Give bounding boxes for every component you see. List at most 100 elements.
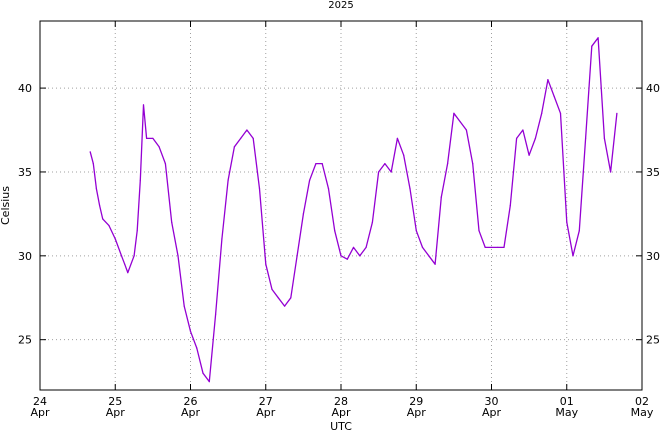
data-point <box>384 163 386 165</box>
data-point <box>547 79 549 81</box>
data-point <box>503 246 505 248</box>
x-tick-label-day: 29 <box>409 395 423 408</box>
data-point <box>528 154 530 156</box>
y-tick-label-left: 40 <box>18 82 32 95</box>
x-tick-label-day: 28 <box>334 395 348 408</box>
data-point <box>359 255 361 257</box>
data-point <box>490 246 493 248</box>
data-point <box>591 45 593 47</box>
data-point <box>390 171 392 173</box>
chart-title: 2025 <box>328 0 353 11</box>
data-point <box>164 163 166 165</box>
x-tick-label-month: Apr <box>256 406 276 419</box>
data-point <box>246 129 248 131</box>
data-point <box>616 112 618 114</box>
data-point <box>92 163 94 165</box>
y-tick-label-right: 40 <box>646 82 660 95</box>
data-point <box>146 137 148 139</box>
y-tick-label-left: 35 <box>18 166 32 179</box>
data-point <box>142 104 145 106</box>
data-point <box>108 225 110 227</box>
data-point <box>136 230 138 232</box>
data-point <box>327 188 330 190</box>
data-point <box>208 381 210 383</box>
data-point <box>221 238 223 240</box>
x-tick-label-month: May <box>555 406 578 419</box>
data-point <box>183 305 185 307</box>
data-point <box>522 129 524 131</box>
data-point <box>352 246 355 248</box>
series-layer <box>89 37 618 383</box>
data-point <box>610 171 612 173</box>
data-point <box>95 188 97 190</box>
y-tick-label-left: 30 <box>18 250 32 263</box>
data-point <box>158 146 160 148</box>
data-point <box>541 112 543 114</box>
x-tick-label-day: 26 <box>184 395 198 408</box>
data-point <box>296 255 298 257</box>
x-tick-label-day: 30 <box>485 395 499 408</box>
data-point <box>509 204 511 207</box>
data-point <box>572 255 574 257</box>
data-point <box>290 297 292 299</box>
data-point <box>497 246 499 248</box>
data-point <box>578 230 580 232</box>
data-point <box>258 188 261 190</box>
y-tick-label-right: 25 <box>646 334 660 347</box>
data-point <box>566 221 568 223</box>
data-point <box>553 95 555 98</box>
x-tick-label-month: Apr <box>30 406 50 419</box>
x-tick-label-day: 01 <box>560 395 574 408</box>
data-point <box>265 263 267 265</box>
x-axis-label: UTC <box>330 420 352 432</box>
data-point <box>89 151 91 153</box>
data-point <box>133 255 135 257</box>
x-tick-label-day: 24 <box>33 395 47 408</box>
x-tick-label-day: 27 <box>259 395 273 408</box>
data-point <box>321 163 323 165</box>
data-point <box>597 37 599 39</box>
data-point <box>334 230 336 232</box>
data-point <box>371 221 373 223</box>
data-point <box>340 255 342 257</box>
data-point <box>378 171 380 173</box>
data-point <box>99 204 101 207</box>
data-point <box>472 163 474 165</box>
x-tick-label-month: May <box>631 406 654 419</box>
data-point <box>434 263 436 265</box>
data-point <box>403 154 405 156</box>
data-point <box>114 238 116 240</box>
data-point <box>233 146 235 148</box>
data-point <box>309 179 311 181</box>
data-point <box>139 179 141 181</box>
data-point <box>453 112 455 114</box>
series-line-0 <box>89 37 618 383</box>
data-point <box>603 137 606 139</box>
data-point <box>177 255 179 257</box>
data-point <box>365 246 367 248</box>
y-tick-label-right: 30 <box>646 250 660 263</box>
x-tick-label-day: 25 <box>108 395 122 408</box>
data-point <box>202 372 204 374</box>
data-point <box>440 196 442 198</box>
data-point <box>516 137 518 139</box>
data-point <box>447 163 449 165</box>
data-point <box>421 246 424 248</box>
data-point <box>302 213 304 215</box>
data-point <box>196 347 198 349</box>
data-point <box>315 163 317 165</box>
data-point <box>171 221 173 223</box>
data-point <box>428 255 430 257</box>
data-point <box>215 313 217 316</box>
data-point <box>102 218 104 220</box>
data-point <box>227 179 229 181</box>
data-point <box>478 230 480 232</box>
x-tick-label-month: Apr <box>331 406 351 419</box>
data-point <box>189 330 192 332</box>
x-tick-label-month: Apr <box>181 406 201 419</box>
data-point <box>252 137 254 139</box>
y-axis-label: Celsius <box>0 186 12 225</box>
data-point <box>484 246 486 248</box>
